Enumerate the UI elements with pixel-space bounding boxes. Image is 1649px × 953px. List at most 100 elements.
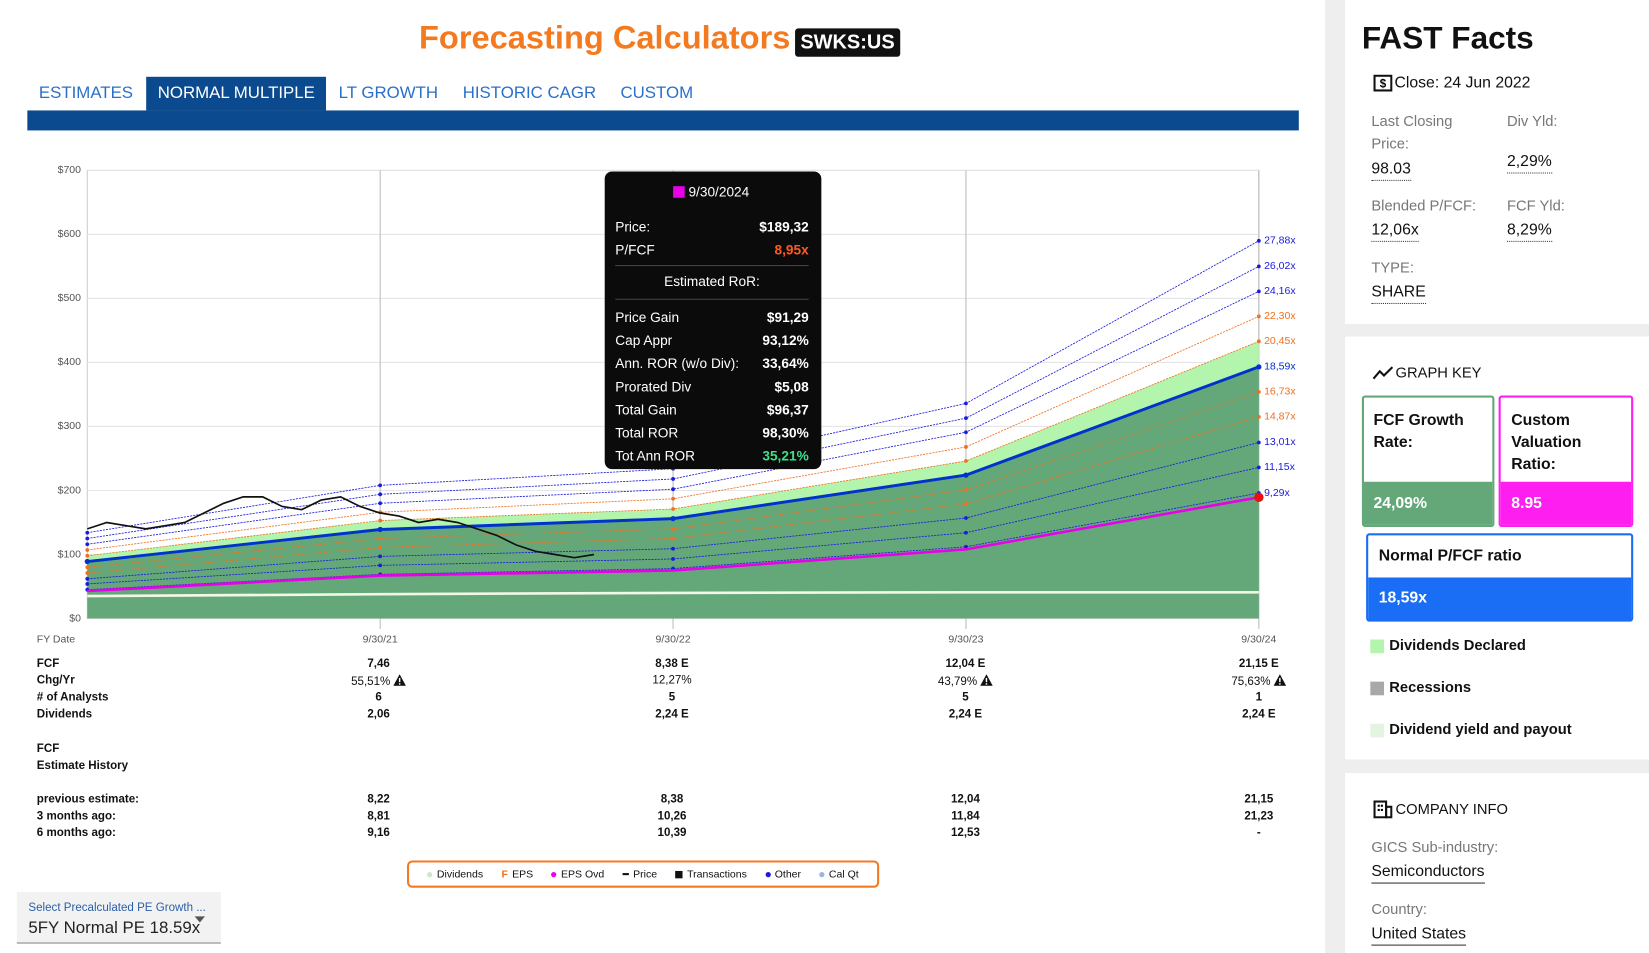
dropdown[interactable]: Select Precalculated PE Growth ... 5FY N… bbox=[16, 891, 221, 944]
fact-value: SHARE bbox=[1371, 283, 1426, 304]
series-point bbox=[1256, 465, 1261, 470]
series-label: 14,87x bbox=[1264, 411, 1296, 423]
series-label: 11,15x bbox=[1264, 461, 1295, 473]
tooltip-row: Ann. ROR (w/o Div): 33,64% bbox=[615, 352, 809, 375]
legend-item[interactable]: Transactions bbox=[675, 868, 747, 880]
key-swatch bbox=[1370, 681, 1384, 696]
legend-label: EPS bbox=[512, 868, 534, 880]
tab[interactable]: ESTIMATES bbox=[38, 84, 134, 103]
tooltip: 9/30/2024 Price: $189,32 P/FCF 8,95x Estimat… bbox=[604, 171, 822, 470]
legend-marker bbox=[675, 870, 683, 878]
custom-label: Custom Valuation Ratio: bbox=[1511, 411, 1582, 474]
series-point bbox=[378, 483, 383, 488]
series-point bbox=[378, 536, 383, 541]
calculator-panel: Forecasting Calculators SWKS:US ESTIMATE… bbox=[0, 0, 1326, 953]
key-label: Recessions bbox=[1389, 678, 1472, 696]
series-label: 16,73x bbox=[1264, 386, 1296, 398]
cell-text: 43,79% bbox=[937, 675, 978, 688]
tooltip-label: Ann. ROR (w/o Div): bbox=[615, 355, 740, 372]
cell-text: 12,04 E bbox=[945, 657, 986, 671]
cell: - bbox=[1196, 827, 1322, 840]
cell-text: 2,24 E bbox=[948, 707, 983, 721]
warning-icon bbox=[393, 674, 407, 686]
legend-item[interactable]: EPS Ovd bbox=[551, 868, 605, 880]
legend-item[interactable]: Other bbox=[765, 868, 801, 880]
tab[interactable]: LT GROWTH bbox=[338, 84, 439, 103]
cell: 11,84 bbox=[902, 810, 1028, 823]
warning-icon bbox=[980, 674, 993, 686]
tooltip-label: Price: bbox=[615, 218, 651, 235]
row-label: previous estimate: bbox=[36, 793, 140, 806]
series-point bbox=[964, 530, 968, 535]
y-tick-label: $700 bbox=[58, 164, 82, 176]
tooltip-label: Tot Ann ROR bbox=[615, 448, 696, 464]
legend-item[interactable]: F EPS bbox=[501, 868, 533, 880]
tab[interactable]: NORMAL MULTIPLE bbox=[146, 76, 327, 111]
cell: 8,38 E bbox=[609, 657, 735, 670]
cell: 1 bbox=[1196, 691, 1322, 704]
tab-bar bbox=[27, 110, 1299, 131]
tooltip-value: 35,21% bbox=[762, 448, 809, 464]
legend-item[interactable]: Price bbox=[622, 868, 658, 880]
series-point bbox=[964, 487, 968, 492]
fact-label: Last Closing Price: bbox=[1371, 112, 1453, 152]
cell: 2,24 E bbox=[1196, 708, 1322, 721]
cell: 12,27% bbox=[609, 674, 735, 687]
normal-box: Normal P/FCF ratio 18,59x bbox=[1366, 533, 1634, 622]
series-point bbox=[378, 501, 383, 506]
tab[interactable]: CUSTOM bbox=[620, 84, 694, 103]
legend-label: EPS Ovd bbox=[561, 868, 605, 880]
legend-marker bbox=[765, 871, 771, 877]
cell-text: 9,16 bbox=[367, 826, 390, 840]
cell: 12,04 bbox=[902, 793, 1028, 806]
fact-label: Div Yld: bbox=[1507, 112, 1558, 130]
series-point bbox=[85, 536, 90, 541]
custom-line bbox=[87, 496, 1260, 593]
series-point bbox=[85, 565, 90, 570]
cell: 21,15 E bbox=[1196, 657, 1322, 670]
cell: 10,39 bbox=[609, 827, 735, 840]
series-point bbox=[671, 546, 675, 551]
legend-label: Price bbox=[633, 868, 658, 880]
company-title: COMPANY INFO bbox=[1395, 800, 1508, 818]
series-point bbox=[1256, 390, 1261, 394]
legend-item[interactable]: Dividends bbox=[427, 868, 483, 880]
series-point bbox=[1256, 364, 1262, 370]
series-label: 20,45x bbox=[1264, 335, 1296, 347]
x-axis-label: FY Date bbox=[37, 633, 75, 645]
series-label: 9,29x bbox=[1264, 487, 1290, 499]
legend-marker bbox=[622, 873, 629, 876]
series-line bbox=[87, 291, 1260, 545]
dollar-icon: $ bbox=[1373, 74, 1393, 92]
graph-key-card: GRAPH KEY FCF Growth Rate: 24,09% Custom… bbox=[1345, 336, 1649, 760]
legend-marker bbox=[551, 871, 557, 877]
tooltip-row: Price Gain $91,29 bbox=[615, 306, 809, 329]
tooltip-value: 93,12% bbox=[762, 332, 809, 349]
tab[interactable]: HISTORIC CAGR bbox=[462, 84, 597, 103]
series-point bbox=[85, 548, 90, 552]
x-tick-label: 9/30/22 bbox=[656, 633, 691, 645]
building-icon bbox=[1373, 800, 1393, 819]
cell-text: 7,46 bbox=[367, 657, 390, 671]
cell-text: 12,53 bbox=[950, 826, 980, 840]
tooltip-value: 33,64% bbox=[762, 355, 809, 372]
series-point bbox=[85, 576, 90, 581]
series-label: 27,88x bbox=[1264, 235, 1296, 247]
svg-text:$: $ bbox=[1380, 78, 1387, 90]
series-point bbox=[964, 459, 968, 463]
series-point bbox=[378, 545, 383, 550]
normal-label: Normal P/FCF ratio bbox=[1378, 546, 1522, 565]
key-swatch bbox=[1370, 723, 1384, 738]
cell: 8,38 bbox=[609, 793, 735, 806]
tooltip-row: Total Gain $96,37 bbox=[615, 399, 809, 422]
graph-key-title: GRAPH KEY bbox=[1395, 363, 1482, 381]
cell: 6 bbox=[315, 691, 441, 704]
price-line bbox=[87, 496, 595, 559]
tooltip-divider bbox=[615, 265, 809, 267]
legend: Dividends F EPS EPS Ovd Price Transactions Oth… bbox=[406, 860, 880, 888]
legend-label: Other bbox=[774, 868, 802, 880]
legend-item[interactable]: Cal Qt bbox=[819, 868, 859, 880]
row-label: 3 months ago: bbox=[36, 809, 116, 823]
cell-text: - bbox=[1256, 826, 1261, 840]
tooltip-value: $96,37 bbox=[766, 401, 809, 418]
